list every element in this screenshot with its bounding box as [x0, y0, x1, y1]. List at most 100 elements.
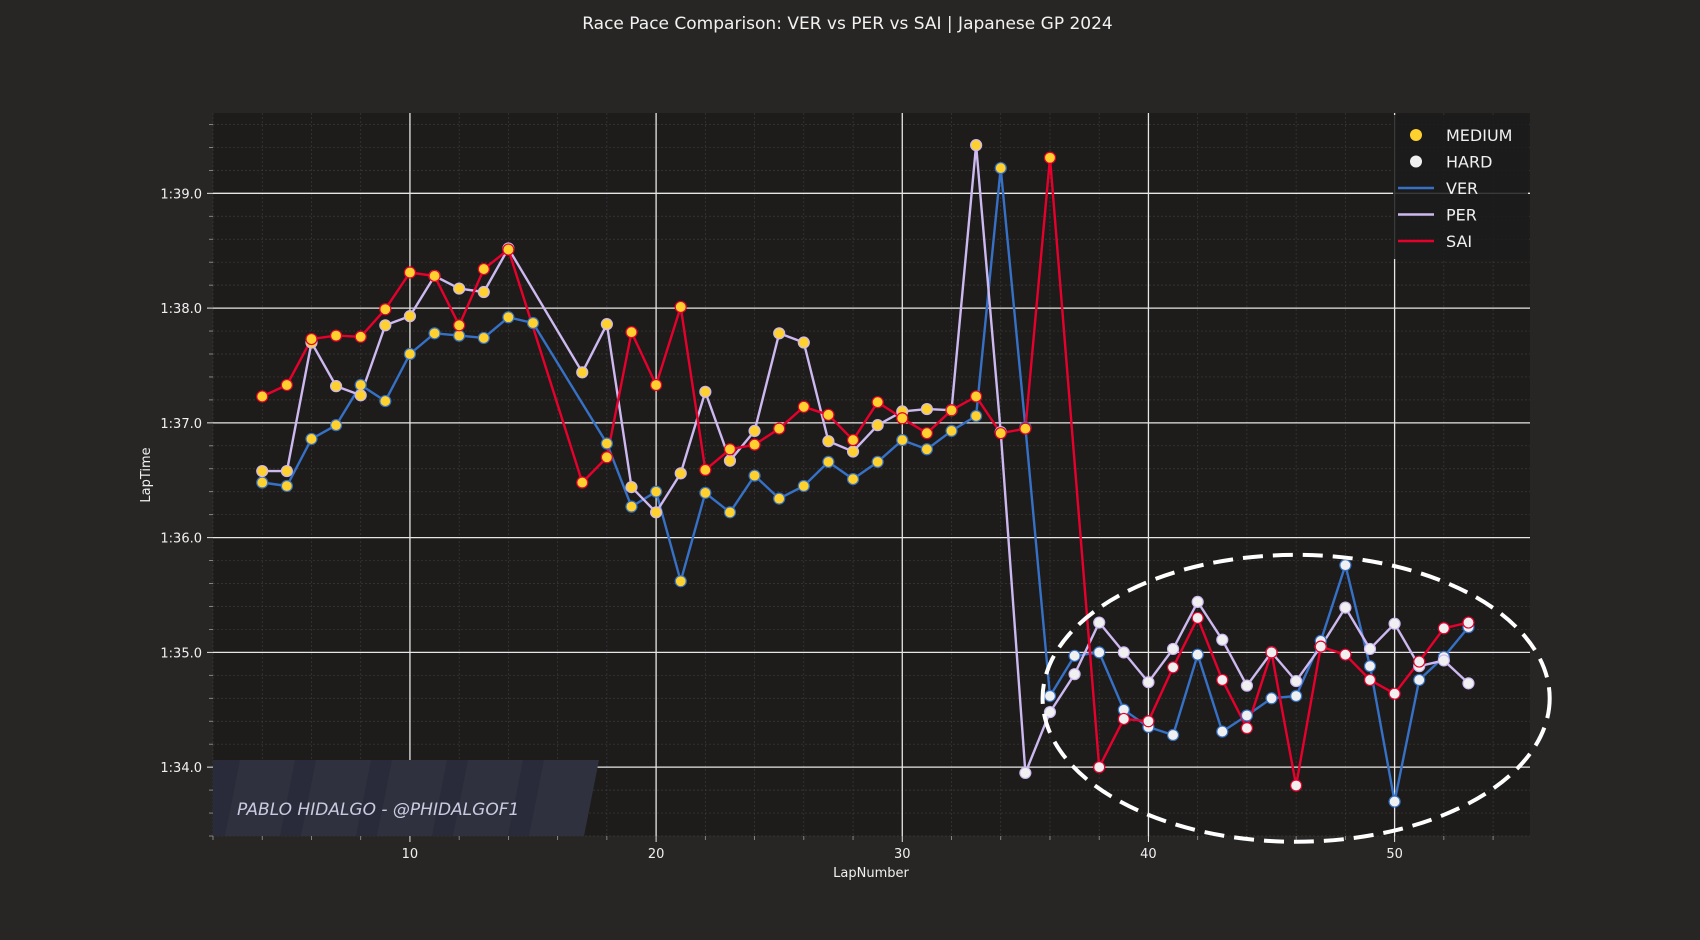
lap-marker-per	[773, 327, 786, 340]
lap-marker-ver	[896, 433, 909, 447]
lap-marker-sai	[920, 427, 933, 440]
lap-marker-sai	[1142, 715, 1155, 728]
lap-marker-ver	[329, 419, 343, 432]
lap-marker-sai	[625, 326, 638, 339]
lap-marker-ver	[354, 378, 367, 392]
highlight-ellipse	[1040, 552, 1552, 844]
lap-marker-per	[970, 139, 983, 152]
lap-marker-per	[1240, 679, 1254, 692]
legend-label: HARD	[1446, 153, 1492, 172]
lap-marker-sai	[379, 303, 392, 316]
lap-marker-sai	[896, 412, 909, 425]
lap-marker-sai	[1043, 151, 1057, 164]
lap-marker-per	[1339, 601, 1352, 614]
lap-marker-ver	[773, 492, 786, 505]
lap-marker-per	[329, 380, 343, 393]
lap-marker-ver	[699, 486, 712, 499]
x-tick-label: 40	[1140, 847, 1157, 862]
legend-label: VER	[1446, 179, 1478, 198]
lap-marker-sai	[748, 438, 761, 451]
lap-marker-per	[1290, 674, 1303, 688]
lap-marker-per	[797, 336, 810, 349]
watermark-stripe	[377, 760, 447, 836]
lap-marker-sai	[600, 451, 613, 464]
lap-marker-sai	[403, 266, 417, 279]
lap-marker-per	[1166, 642, 1180, 656]
watermark: PABLO HIDALGO - @PHIDALGOF1	[213, 760, 599, 836]
lap-marker-ver	[970, 409, 983, 423]
lap-marker-per	[650, 506, 663, 519]
x-tick-label: 10	[402, 847, 419, 862]
lap-marker-ver	[1216, 725, 1229, 738]
lap-marker-sai	[354, 330, 367, 343]
lap-marker-per	[576, 366, 589, 379]
lap-marker-sai	[1019, 422, 1032, 435]
lap-marker-per	[920, 402, 933, 416]
lap-marker-ver	[723, 506, 737, 519]
lap-marker-ver	[1191, 648, 1204, 661]
x-axis-label: LapNumber	[833, 866, 909, 881]
lap-marker-sai	[970, 390, 983, 403]
lap-marker-sai	[1166, 661, 1180, 674]
y-tick-label: 1:35.0	[160, 646, 202, 661]
lap-marker-per	[600, 318, 613, 331]
watermark-stripe	[453, 760, 523, 836]
lap-marker-per	[453, 282, 466, 295]
y-tick-label: 1:37.0	[160, 417, 202, 432]
lap-marker-ver	[1339, 559, 1352, 572]
lap-marker-ver	[453, 329, 466, 342]
lap-marker-ver	[1093, 646, 1106, 659]
lap-marker-ver	[1388, 795, 1401, 808]
x-tick-label: 30	[894, 847, 911, 862]
lap-marker-ver	[403, 347, 417, 361]
lap-marker-ver	[822, 455, 835, 468]
lap-marker-sai	[1117, 712, 1130, 726]
lap-marker-per	[354, 389, 367, 402]
plot-area	[213, 113, 1530, 836]
lap-marker-ver	[674, 575, 687, 588]
lap-marker-ver	[600, 437, 613, 450]
lap-marker-per	[1388, 617, 1401, 630]
lap-marker-sai	[871, 396, 884, 409]
lap-marker-per	[674, 467, 687, 480]
x-tick-label: 20	[648, 847, 665, 862]
lap-marker-sai	[1413, 655, 1426, 668]
lap-marker-per	[822, 435, 835, 448]
lap-marker-ver	[280, 479, 293, 493]
lap-marker-per	[846, 445, 860, 458]
lap-marker-sai	[453, 319, 466, 332]
lap-marker-ver	[625, 500, 638, 513]
lap-marker-sai	[1388, 687, 1401, 700]
lap-marker-sai	[1240, 722, 1254, 735]
lap-marker-ver	[256, 476, 269, 489]
lap-marker-sai	[822, 408, 835, 421]
lap-marker-sai	[428, 269, 441, 283]
lap-marker-ver	[526, 316, 540, 330]
lap-marker-per	[477, 285, 490, 299]
lap-marker-ver	[797, 479, 810, 493]
lap-marker-sai	[994, 427, 1007, 440]
lap-marker-sai	[576, 476, 589, 489]
lap-marker-sai	[1314, 640, 1327, 653]
watermark-stripe	[529, 760, 599, 836]
lap-marker-per	[1191, 595, 1204, 608]
watermark-stripe	[225, 760, 295, 836]
lap-marker-sai	[674, 300, 687, 314]
lap-marker-sai	[1265, 646, 1278, 659]
lap-marker-sai	[1290, 779, 1303, 792]
y-tick-label: 1:38.0	[160, 302, 202, 317]
lap-marker-per	[723, 454, 737, 467]
y-tick-label: 1:34.0	[160, 761, 202, 776]
lap-marker-per	[1216, 633, 1229, 646]
lap-marker-sai	[1363, 673, 1377, 687]
lap-marker-ver	[748, 469, 761, 482]
y-tick-label: 1:36.0	[160, 532, 202, 547]
lap-marker-sai	[502, 243, 515, 256]
lap-marker-ver	[1166, 728, 1180, 742]
lap-marker-ver	[502, 311, 515, 324]
y-axis-label: LapTime	[139, 447, 154, 502]
legend-marker-hard	[1410, 155, 1422, 168]
chart-title: Race Pace Comparison: VER vs PER vs SAI …	[582, 14, 1113, 34]
legend-label: SAI	[1446, 232, 1472, 251]
